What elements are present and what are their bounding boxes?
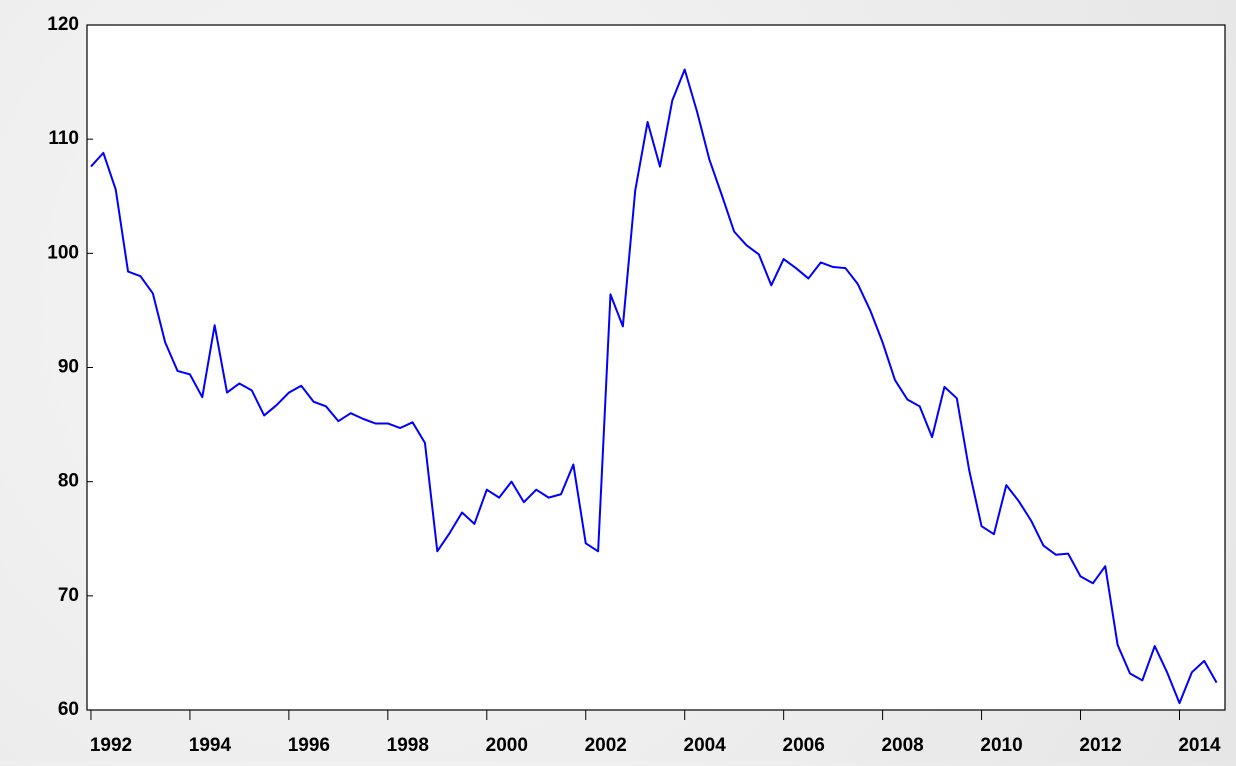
x-tick-label: 2000 [486, 735, 528, 756]
y-tick-label: 100 [47, 242, 79, 263]
x-tick-label: 2002 [585, 735, 627, 756]
x-tick-label: 2006 [783, 735, 825, 756]
x-tick-label: 1992 [90, 735, 132, 756]
y-tick-label: 110 [48, 128, 79, 149]
y-tick-label: 80 [58, 471, 79, 492]
y-tick-label: 60 [58, 699, 79, 720]
x-tick-label: 2012 [1079, 735, 1121, 756]
x-tick-label: 2014 [1178, 735, 1221, 756]
y-tick-label: 120 [47, 14, 79, 35]
plot-area [86, 24, 1226, 711]
x-tick-label: 1994 [189, 735, 232, 756]
y-tick-label: 70 [58, 585, 79, 606]
data-line [90, 68, 1218, 705]
x-tick-label: 2008 [881, 735, 923, 756]
y-tick-label: 90 [58, 357, 79, 378]
x-tick-label: 1996 [288, 735, 330, 756]
x-tick-label: 2004 [684, 735, 727, 756]
x-tick-label: 2010 [980, 735, 1022, 756]
x-tick-label: 1998 [387, 735, 429, 756]
